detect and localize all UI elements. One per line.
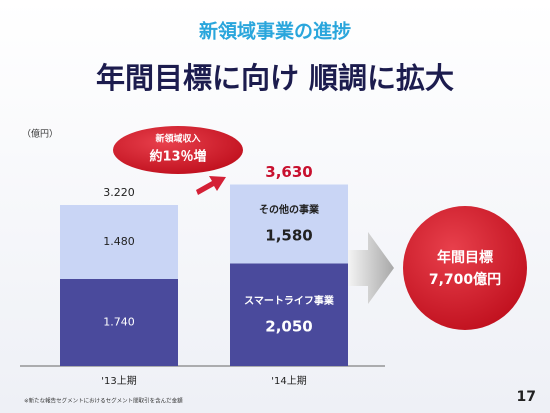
series-name: その他の事業 — [259, 203, 320, 216]
page-number: 17 — [517, 389, 536, 405]
bar-segment — [230, 263, 348, 366]
bar-segment — [60, 279, 178, 366]
target-arrow — [348, 232, 394, 304]
series-name: スマートライフ事業 — [244, 294, 335, 307]
footnote: ※新たな報告セグメントにおけるセグメント間取引を含んだ金額 — [24, 397, 183, 405]
value-label: 1,580 — [265, 227, 312, 245]
subtitle: 年間目標に向け 順調に拡大 — [96, 61, 454, 95]
total-label: 3.220 — [103, 186, 135, 199]
value-label: 1.740 — [103, 316, 135, 329]
annotation-text: 約13％増 — [149, 149, 206, 165]
annotation-bubble — [113, 126, 243, 174]
target-circle — [403, 206, 527, 330]
annotation-text: 新領域収入 — [155, 133, 200, 145]
total-label: 3,630 — [265, 163, 312, 181]
x-tick-label: '13上期 — [101, 375, 136, 387]
title: 新領域事業の進捗 — [199, 20, 351, 43]
bar-segment — [60, 205, 178, 279]
bar-segment — [230, 184, 348, 264]
unit: （億円） — [22, 128, 58, 140]
target-value: 7,700億円 — [429, 271, 501, 288]
growth-arrow — [196, 176, 226, 195]
x-tick-label: '14上期 — [271, 375, 306, 387]
value-label: 2,050 — [265, 317, 312, 335]
target-label: 年間目標 — [437, 249, 493, 266]
value-label: 1.480 — [103, 235, 135, 248]
